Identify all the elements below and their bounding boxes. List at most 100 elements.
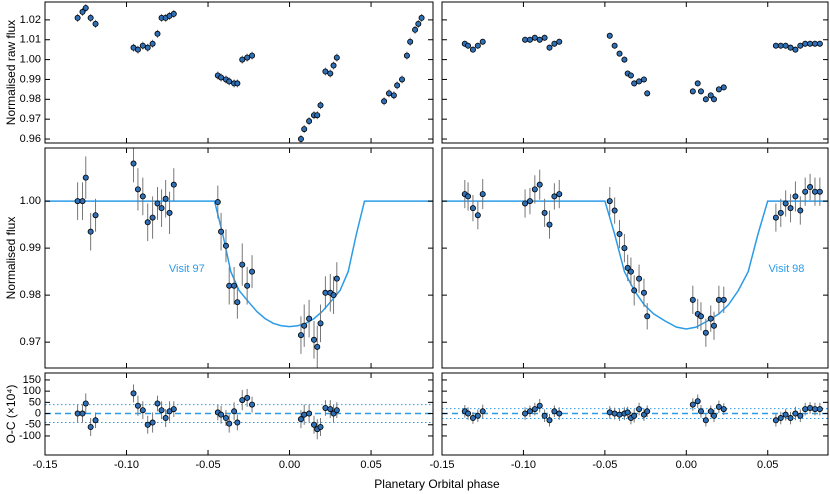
data-point	[218, 228, 225, 235]
data-point	[644, 408, 651, 415]
data-point	[611, 42, 618, 49]
data-point	[154, 200, 161, 207]
plot-area	[45, 148, 433, 368]
data-point	[231, 408, 238, 415]
data-point	[636, 78, 643, 85]
data-point	[479, 408, 486, 415]
data-point	[390, 92, 397, 99]
y-tick-label: -100	[19, 430, 41, 442]
data-point	[624, 264, 631, 271]
data-point	[782, 200, 789, 207]
data-point	[702, 417, 709, 424]
data-point	[526, 408, 533, 415]
data-point	[130, 390, 137, 397]
y-tick-label: 0	[35, 407, 41, 419]
data-point	[689, 401, 696, 408]
data-point	[606, 409, 613, 416]
model-curve	[442, 200, 828, 330]
data-point	[92, 212, 99, 219]
data-point	[546, 44, 553, 51]
data-point	[74, 410, 81, 417]
data-point	[474, 412, 481, 419]
data-point	[149, 214, 156, 221]
data-point	[531, 34, 538, 41]
x-tick-label: -0.15	[32, 459, 57, 471]
data-point	[807, 40, 814, 47]
data-point	[782, 42, 789, 49]
data-point	[777, 42, 784, 49]
data-point	[79, 198, 86, 205]
data-point	[327, 70, 334, 77]
data-point	[214, 199, 221, 206]
data-point	[226, 420, 233, 427]
data-point	[162, 415, 169, 422]
data-point	[134, 402, 141, 409]
y-tick-label: 1.01	[20, 34, 41, 46]
data-point	[606, 198, 613, 205]
data-point	[166, 209, 173, 216]
panel-frame	[441, 1, 829, 144]
data-point	[797, 207, 804, 214]
data-point	[816, 188, 823, 195]
x-tick-label: 0.05	[360, 459, 381, 471]
panel-frame	[44, 372, 434, 456]
y-tick-label: 0.97	[20, 336, 41, 348]
data-point	[222, 242, 229, 249]
data-point	[333, 275, 340, 282]
data-point	[720, 296, 727, 303]
y-axis-label: O-C (×10⁴)	[4, 385, 18, 444]
x-tick-label: 0.05	[757, 459, 778, 471]
data-point	[546, 417, 553, 424]
data-point	[79, 410, 86, 417]
y-axis-label: Normalised flux	[4, 217, 18, 300]
plot-area	[45, 384, 433, 440]
data-point	[322, 289, 329, 296]
data-point	[621, 56, 628, 63]
data-point	[158, 205, 165, 212]
data-point	[606, 32, 613, 39]
data-point	[710, 96, 717, 103]
data-point	[710, 322, 717, 329]
data-point	[162, 195, 169, 202]
y-tick-label: 150	[23, 374, 41, 386]
data-point	[306, 118, 313, 125]
annotation: Visit 97	[169, 263, 205, 275]
data-point	[399, 76, 406, 83]
data-point	[616, 50, 623, 57]
data-point	[79, 8, 86, 15]
data-point	[170, 10, 177, 17]
data-point	[541, 412, 548, 419]
data-point	[536, 36, 543, 43]
model-curve	[45, 200, 433, 328]
panel-frame	[441, 372, 829, 456]
data-point	[239, 56, 246, 63]
data-point	[616, 411, 623, 418]
y-tick-label: 0.99	[20, 242, 41, 254]
y-tick-label: 0.98	[20, 93, 41, 105]
data-point	[381, 98, 388, 105]
data-point	[777, 415, 784, 422]
data-point	[297, 136, 304, 143]
x-tick-label: -0.10	[511, 459, 536, 471]
data-point	[772, 42, 779, 49]
data-point	[546, 221, 553, 228]
data-point	[469, 46, 476, 53]
data-point	[333, 54, 340, 61]
data-point	[715, 86, 722, 93]
data-point	[385, 90, 392, 97]
data-point	[234, 419, 241, 426]
data-point	[807, 404, 814, 411]
data-point	[412, 26, 419, 33]
data-point	[479, 38, 486, 45]
data-point	[333, 407, 340, 414]
data-point	[631, 287, 638, 294]
data-point	[707, 92, 714, 99]
data-point	[415, 20, 422, 27]
data-point	[297, 416, 304, 423]
data-point	[616, 231, 623, 238]
data-point	[697, 408, 704, 415]
data-point	[627, 268, 634, 275]
x-tick-label: -0.10	[114, 459, 139, 471]
data-point	[715, 296, 722, 303]
data-point	[465, 42, 472, 49]
